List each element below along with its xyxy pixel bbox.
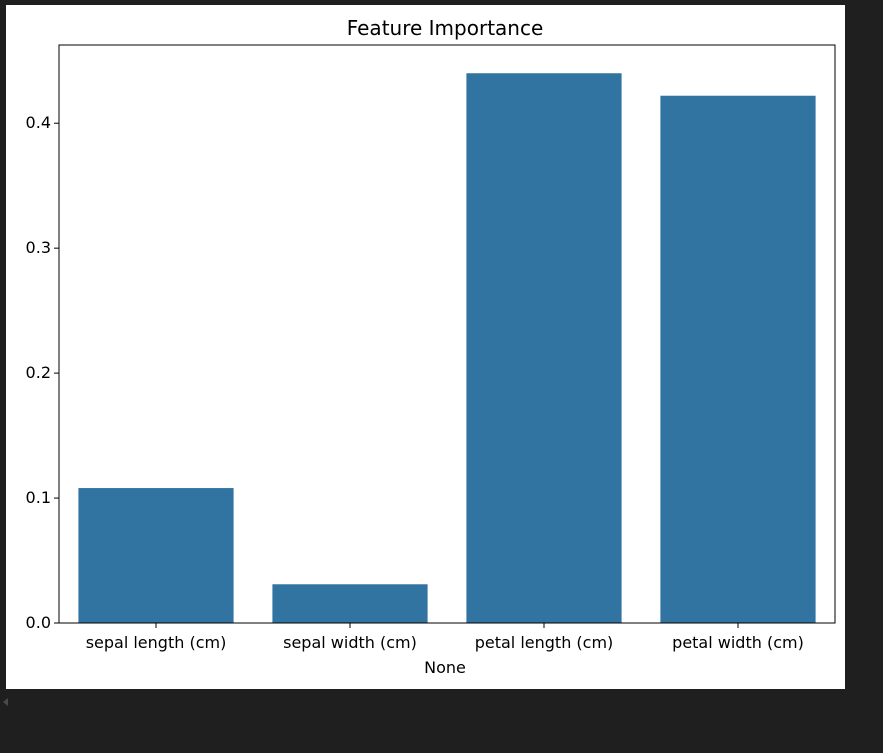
scroll-left-arrow-icon[interactable] [3,698,8,706]
x-axis-label: None [424,658,466,677]
chart-title: Feature Importance [347,16,544,40]
bar [272,584,428,623]
y-tick-label: 0.1 [26,488,51,507]
bar-chart: Feature Importance 0.0 0.1 0.2 0.3 0.4 sepal… [26,16,836,677]
y-axis-ticks: 0.0 0.1 0.2 0.3 0.4 [26,113,59,632]
bars [78,73,816,624]
bar [660,95,816,624]
x-axis-ticks: sepal length (cm) sepal width (cm) petal l… [86,623,804,652]
y-tick-label: 0.4 [26,113,51,132]
y-tick-label: 0.0 [26,613,51,632]
bar [466,73,622,623]
plot-frame [58,44,836,624]
y-tick-label: 0.2 [26,363,51,382]
x-tick-label: petal length (cm) [475,633,614,652]
x-tick-label: sepal width (cm) [283,633,417,652]
chart-figure: Feature Importance 0.0 0.1 0.2 0.3 0.4 sepal… [6,5,845,689]
x-tick-label: petal width (cm) [672,633,804,652]
x-tick-label: sepal length (cm) [86,633,227,652]
bar [78,488,234,623]
y-tick-label: 0.3 [26,238,51,257]
